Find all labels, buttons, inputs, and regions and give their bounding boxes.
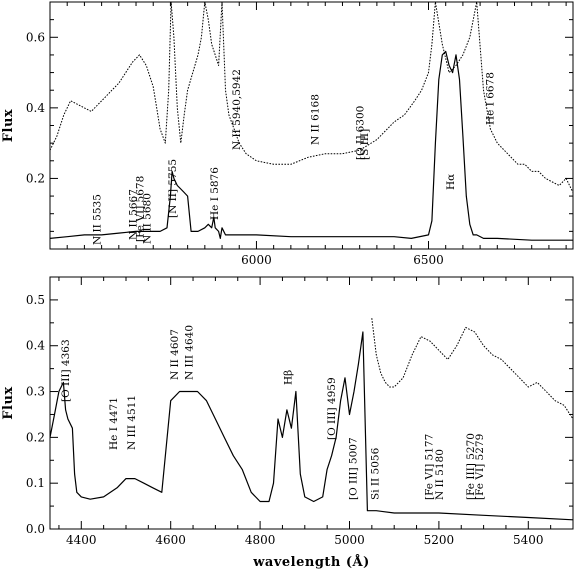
bottom-line-annotation: [Fe VI] 5279 (474, 434, 486, 500)
top-line-annotation: [S III] (359, 129, 371, 160)
top-y-axis-label: Flux (1, 109, 16, 142)
top-y-tick-label: 0.6 (26, 30, 45, 44)
bottom-x-tick-label: 5200 (424, 533, 455, 547)
bottom-x-tick-label: 5000 (334, 533, 365, 547)
bottom-x-tick-label: 4600 (155, 533, 186, 547)
bottom-x-tick-label: 5400 (513, 533, 544, 547)
top-line-annotation: [Fe VI] 5678 (135, 176, 147, 242)
bottom-y-tick-label: 0.1 (26, 476, 45, 490)
top-x-tick-label: 6000 (241, 253, 272, 267)
top-line-annotation: Hα (445, 174, 457, 190)
bottom-line-annotation: [O III] 4363 (60, 339, 72, 402)
top-line-annotation: N II 5667 (128, 189, 140, 240)
top-y-tick-label: 0.4 (26, 101, 45, 115)
bottom-plot-frame (49, 276, 574, 530)
top-line-annotation: [O I] 6300 (355, 106, 367, 160)
bottom-x-tick-label: 4800 (245, 533, 276, 547)
top-line-annotation: N II 6168 (309, 94, 321, 145)
bottom-line-annotation: [Fe III] 5270 (465, 433, 477, 500)
bottom-line-annotation: N II 5180 (434, 449, 446, 500)
bottom-panel: 4400 4600 4800 5000 5200 5400 0.0 0.1 0.2 0.3 0.4 0… (1, 276, 574, 570)
top-y-tick-label: 0.2 (26, 171, 45, 185)
top-line-annotation: N II 5535 (92, 194, 104, 245)
bottom-line-annotation: [O III] 5007 (348, 437, 360, 500)
top-line-annotation: [N II] 5755 (167, 159, 179, 218)
bottom-line-annotation: N II 4607 (169, 329, 181, 380)
bottom-line-annotation: He I 4471 (108, 397, 120, 450)
bottom-y-tick-label: 0.2 (26, 430, 45, 444)
top-line-annotation: N II 5680 (141, 193, 153, 244)
bottom-y-axis-label: Flux (1, 386, 16, 419)
bottom-line-annotation: [O III] 4959 (326, 377, 338, 440)
bottom-line-annotation: N III 4640 (184, 325, 196, 380)
bottom-line-annotation: N III 4511 (126, 395, 138, 450)
bottom-line-annotation: Hβ (282, 370, 294, 385)
bottom-line-annotation: [Fe VI] 5177 (424, 434, 436, 500)
top-line-annotation: N II 5940,5942 (231, 69, 243, 150)
bottom-x-tick-label: 4400 (66, 533, 97, 547)
bottom-y-tick-label: 0.5 (26, 293, 45, 307)
top-line-annotation: He I 6678 (485, 72, 497, 125)
top-series-dotted-line (50, 2, 573, 193)
bottom-y-tick-label: 0.3 (26, 385, 45, 399)
bottom-x-axis-label: wavelength (Å) (252, 554, 370, 570)
top-series-solid-line (50, 50, 573, 241)
bottom-line-annotation: Si II 5056 (370, 447, 382, 500)
top-x-tick-label: 6500 (413, 253, 444, 267)
bottom-y-tick-label: 0.4 (26, 339, 45, 353)
bottom-series-solid-line (50, 331, 573, 521)
top-line-annotation: He I 5876 (209, 167, 221, 220)
bottom-y-tick-label: 0.0 (26, 522, 45, 536)
bottom-series-dotted-line (371, 318, 573, 420)
